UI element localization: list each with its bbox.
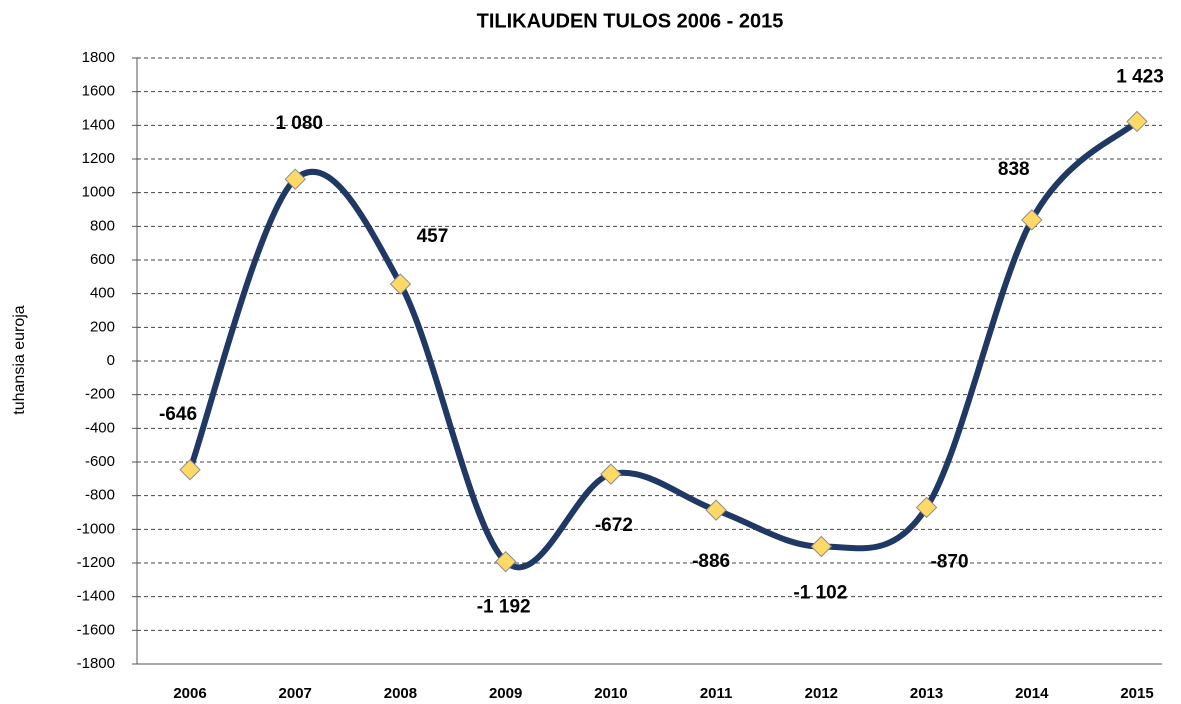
chart-title: TILIKAUDEN TULOS 2006 - 2015 [477,10,784,32]
value-label: -1 192 [477,597,531,618]
x-tick-label: 2011 [700,685,733,702]
marker [1126,110,1148,133]
y-tick-label: 800 [90,217,115,234]
y-tick-label: -1400 [77,588,115,605]
y-tick-label: 1600 [82,83,115,100]
value-label: -870 [931,551,969,572]
x-tick-label: 2007 [279,685,312,702]
x-tick-label: 2015 [1120,685,1153,702]
value-label: 457 [417,226,449,247]
y-tick-label: -1200 [77,554,115,571]
y-tick-label: -1000 [77,520,115,537]
y-tick-label: -1600 [77,621,115,638]
value-label: 1 423 [1116,66,1164,87]
y-tick-label: -400 [85,419,115,436]
marker [284,168,306,190]
x-tick-label: 2008 [384,685,417,702]
y-tick-label: 1800 [82,49,115,66]
x-tick-label: 2013 [910,685,943,702]
y-tick-label: 1200 [82,150,115,167]
x-tick-label: 2006 [173,685,206,702]
x-tick-label: 2012 [805,685,838,702]
marker [179,459,201,481]
y-tick-label: 600 [90,251,115,268]
value-label: -646 [159,404,197,425]
y-tick-label: -200 [85,386,115,403]
y-tick-label: 200 [90,318,115,335]
x-tick-label: 2009 [489,685,522,702]
y-tick-label: -800 [85,487,115,504]
x-tick-label: 2014 [1015,685,1049,702]
y-tick-label: 400 [90,285,115,302]
value-label: 1 080 [275,113,323,134]
marker [1021,209,1043,231]
y-tick-label: -1800 [77,655,115,672]
marker [494,550,517,573]
value-label: -886 [692,551,730,572]
y-tick-label: 0 [107,352,115,369]
marker [810,535,833,558]
value-label: -1 102 [793,583,847,604]
marker [705,499,727,521]
marker [600,463,622,485]
y-tick-label: 1400 [82,116,115,133]
value-label: 838 [998,159,1030,180]
marker [915,496,938,519]
value-label: -672 [595,515,633,536]
y-axis-label: tuhansia euroja [11,305,28,415]
marker [389,273,412,295]
y-tick-label: 1000 [82,184,115,201]
data-line [187,118,1140,571]
y-tick-label: -600 [85,453,115,470]
x-tick-label: 2010 [594,685,627,702]
